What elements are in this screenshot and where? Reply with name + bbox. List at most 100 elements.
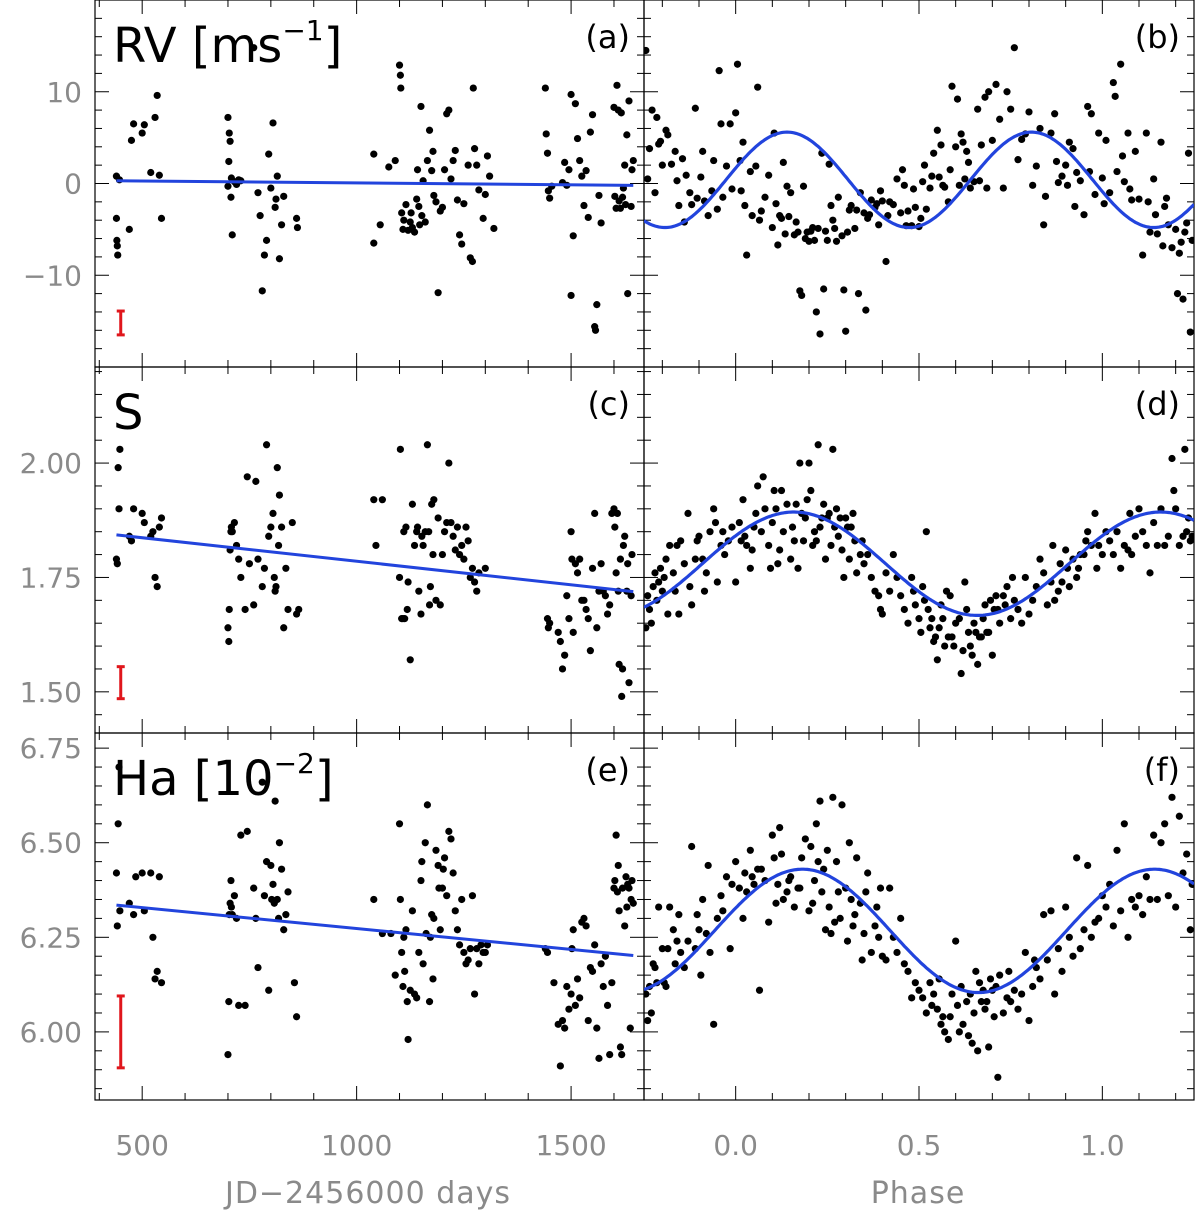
data-point bbox=[851, 911, 859, 919]
data-point bbox=[658, 161, 666, 169]
data-point bbox=[946, 166, 954, 174]
data-point bbox=[858, 956, 866, 964]
data-point bbox=[810, 236, 819, 244]
data-point bbox=[434, 289, 442, 297]
data-point bbox=[985, 1043, 993, 1051]
data-point bbox=[893, 175, 901, 183]
data-point bbox=[440, 854, 449, 862]
data-point bbox=[438, 884, 447, 892]
data-point bbox=[675, 911, 683, 919]
data-point bbox=[792, 500, 800, 508]
data-point bbox=[920, 161, 929, 169]
data-point bbox=[403, 998, 411, 1006]
data-point bbox=[601, 592, 609, 600]
data-point bbox=[558, 665, 567, 673]
data-point bbox=[757, 207, 765, 215]
data-point bbox=[402, 926, 410, 934]
data-point bbox=[656, 137, 665, 145]
data-point bbox=[416, 221, 424, 229]
data-point bbox=[917, 214, 925, 222]
data-point bbox=[710, 1020, 718, 1028]
data-point bbox=[417, 102, 425, 111]
data-point bbox=[688, 842, 696, 851]
data-point bbox=[485, 172, 494, 180]
data-point bbox=[807, 486, 815, 495]
data-point bbox=[153, 583, 161, 591]
data-point bbox=[834, 193, 842, 201]
data-point bbox=[688, 601, 696, 609]
data-point bbox=[561, 651, 569, 659]
data-point bbox=[933, 1005, 941, 1013]
data-point bbox=[584, 1016, 592, 1025]
data-point bbox=[250, 601, 258, 609]
data-point bbox=[468, 564, 477, 572]
data-point bbox=[695, 532, 703, 540]
data-point bbox=[699, 895, 707, 904]
data-point bbox=[1036, 975, 1044, 983]
data-point bbox=[939, 615, 947, 623]
data-point bbox=[974, 105, 982, 113]
data-point bbox=[823, 236, 831, 244]
fit-curve bbox=[644, 130, 1194, 230]
data-point bbox=[867, 196, 875, 204]
data-point bbox=[757, 865, 765, 873]
data-point bbox=[644, 46, 650, 55]
data-point bbox=[1113, 167, 1121, 176]
panel-b: (b) bbox=[643, 0, 1195, 368]
data-point bbox=[425, 528, 433, 536]
data-point bbox=[429, 550, 437, 559]
data-point bbox=[1188, 236, 1194, 244]
data-point bbox=[796, 884, 804, 892]
x-tick-label: 1500 bbox=[535, 1129, 606, 1162]
data-point bbox=[787, 555, 795, 563]
data-point bbox=[647, 619, 655, 627]
data-point bbox=[798, 854, 806, 862]
data-point bbox=[1150, 518, 1158, 527]
data-point bbox=[225, 129, 233, 137]
data-point bbox=[805, 907, 813, 915]
data-point bbox=[402, 523, 410, 531]
data-point bbox=[1113, 528, 1121, 536]
data-point bbox=[644, 175, 652, 183]
data-point bbox=[847, 523, 855, 531]
data-point bbox=[1091, 190, 1099, 199]
data-point bbox=[1095, 129, 1103, 137]
data-point bbox=[406, 218, 414, 226]
data-point bbox=[565, 166, 573, 174]
data-point bbox=[648, 106, 656, 114]
data-point bbox=[983, 998, 991, 1006]
data-point bbox=[1118, 152, 1127, 160]
data-point bbox=[451, 146, 459, 155]
data-points bbox=[112, 44, 637, 334]
data-point bbox=[651, 189, 659, 197]
data-point bbox=[1106, 537, 1114, 545]
data-point bbox=[1186, 328, 1194, 336]
data-point bbox=[1131, 147, 1139, 155]
data-point bbox=[370, 895, 378, 904]
data-point bbox=[755, 216, 764, 224]
data-point bbox=[1051, 110, 1059, 118]
data-point bbox=[625, 679, 633, 687]
data-point bbox=[1164, 892, 1172, 900]
data-point bbox=[794, 228, 802, 236]
data-point bbox=[418, 212, 426, 220]
data-point bbox=[400, 933, 408, 941]
data-point bbox=[571, 560, 579, 568]
data-point bbox=[1139, 528, 1147, 536]
data-point bbox=[853, 206, 861, 214]
data-point bbox=[732, 578, 740, 586]
data-point bbox=[151, 975, 159, 983]
data-point bbox=[618, 884, 627, 892]
data-point bbox=[843, 937, 852, 945]
data-point bbox=[1146, 569, 1154, 577]
data-point bbox=[1018, 619, 1026, 627]
data-point bbox=[395, 573, 404, 582]
data-point bbox=[1093, 564, 1101, 572]
data-point bbox=[629, 156, 637, 165]
data-point bbox=[597, 960, 605, 968]
data-point bbox=[821, 227, 830, 235]
data-point bbox=[140, 121, 148, 129]
data-point bbox=[952, 937, 960, 945]
data-point bbox=[1007, 998, 1015, 1006]
data-point bbox=[820, 865, 828, 873]
